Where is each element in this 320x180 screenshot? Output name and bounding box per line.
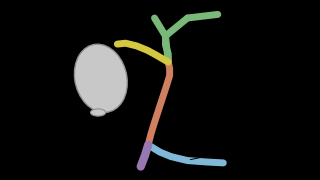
Ellipse shape [74, 44, 127, 112]
Text: Common
bile duct: Common bile duct [175, 75, 256, 94]
Text: Cystic
duct: Cystic duct [76, 14, 130, 47]
Text: Pancreatic
duct: Pancreatic duct [190, 140, 262, 160]
Text: Hepatopancreatic
ampulla of Vater: Hepatopancreatic ampulla of Vater [35, 129, 141, 154]
Text: Common
hepatic duct: Common hepatic duct [182, 12, 269, 31]
Ellipse shape [91, 109, 106, 116]
